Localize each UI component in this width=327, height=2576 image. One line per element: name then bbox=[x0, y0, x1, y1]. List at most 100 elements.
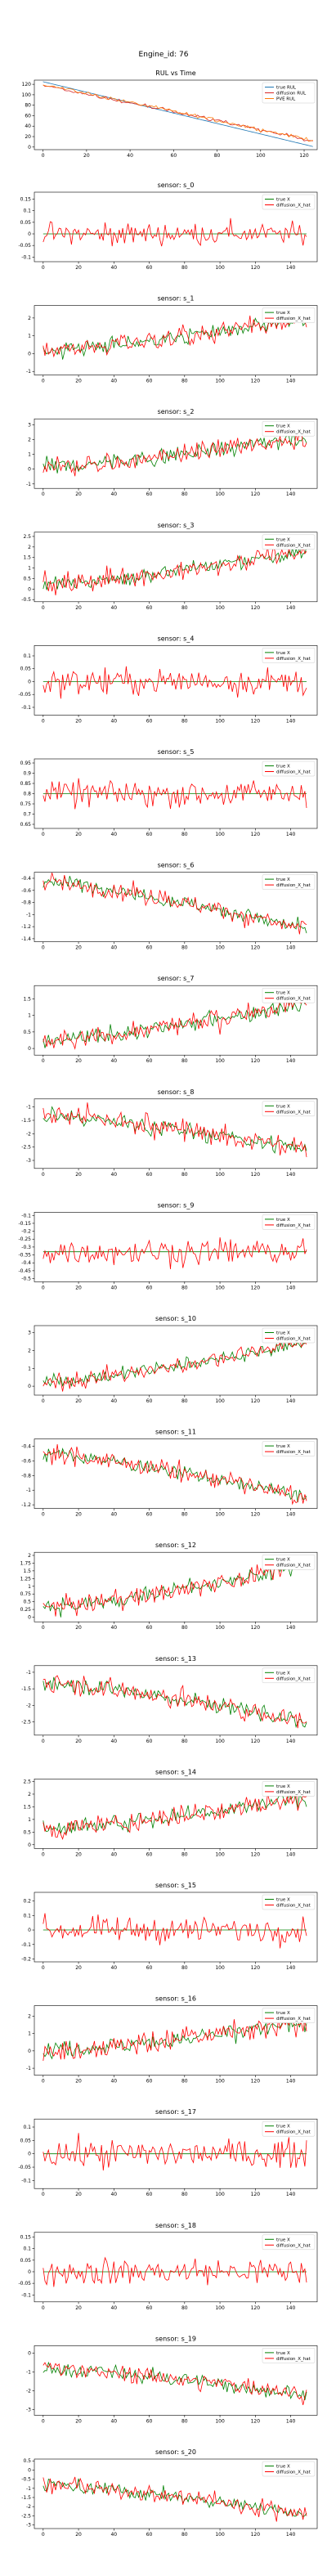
series-line-1 bbox=[43, 2476, 307, 2522]
x-tick-label: 140 bbox=[286, 1172, 296, 1178]
legend-label: true X bbox=[276, 198, 290, 203]
y-tick-label: 0.1 bbox=[23, 209, 31, 214]
y-tick-label: -1.5 bbox=[21, 1118, 31, 1124]
x-tick-label: 40 bbox=[127, 153, 133, 159]
y-tick-label: 0 bbox=[28, 2049, 31, 2054]
axes-frame bbox=[34, 2458, 318, 2529]
legend-label: diffusion_X_hat bbox=[276, 2357, 311, 2362]
subplot-8: sensor: s_7 0 20 40 60 80 100 120 140 0 0.5 1 1.5 tru… bbox=[23, 975, 318, 1064]
x-tick-label: 120 bbox=[251, 491, 261, 497]
x-tick-label: 140 bbox=[286, 265, 296, 271]
x-tick-label: 0 bbox=[42, 605, 45, 611]
legend-label: diffusion_X_hat bbox=[276, 543, 311, 548]
x-tick-label: 80 bbox=[181, 2192, 188, 2197]
x-tick-label: 0 bbox=[42, 1285, 45, 1290]
x-tick-label: 60 bbox=[146, 1512, 153, 1518]
series-line-1 bbox=[43, 873, 307, 935]
legend-label: diffusion_X_hat bbox=[276, 204, 311, 209]
y-tick-label: 2 bbox=[28, 2013, 31, 2019]
legend-box bbox=[262, 648, 316, 663]
subplot-18: sensor: s_17 0 20 40 60 80 100 120 140 -0.1 -0.05 0… bbox=[18, 2108, 318, 2197]
y-tick-label: 0 bbox=[28, 586, 31, 592]
x-tick-label: 140 bbox=[286, 1965, 296, 1971]
x-tick-label: 40 bbox=[110, 491, 117, 497]
subplot-15: sensor: s_14 0 20 40 60 80 100 120 140 0 0.5 1 1.5 2 2… bbox=[23, 1768, 318, 1857]
legend-label: true X bbox=[276, 2125, 290, 2129]
legend-label: true X bbox=[276, 2465, 290, 2470]
y-tick-label: 100 bbox=[22, 92, 32, 98]
subplot-title: sensor: s_11 bbox=[155, 1429, 196, 1436]
series-line-1 bbox=[43, 778, 307, 810]
y-tick-label: 0.05 bbox=[20, 666, 32, 672]
legend-box bbox=[262, 534, 316, 550]
legend-label: diffusion_X_hat bbox=[276, 770, 311, 775]
x-tick-label: 80 bbox=[181, 1851, 188, 1857]
y-tick-label: 2 bbox=[28, 1553, 31, 1559]
y-tick-label: -2.5 bbox=[21, 1720, 31, 1726]
x-tick-label: 40 bbox=[110, 1398, 117, 1404]
y-tick-label: 0.1 bbox=[23, 653, 31, 659]
x-tick-label: 140 bbox=[286, 1739, 296, 1744]
subplot-4: sensor: s_3 0 20 40 60 80 100 120 140 -0.5 0 0.5 1 1.… bbox=[21, 522, 318, 611]
axes-frame bbox=[34, 418, 318, 489]
x-tick-label: 80 bbox=[214, 153, 221, 159]
subplot-title: sensor: s_13 bbox=[155, 1655, 196, 1663]
subplot-title: sensor: s_19 bbox=[155, 2335, 196, 2342]
y-tick-label: -0.5 bbox=[21, 2477, 31, 2483]
legend-label: true X bbox=[276, 1331, 290, 1336]
legend-box bbox=[262, 194, 316, 210]
x-tick-label: 20 bbox=[75, 1965, 82, 1971]
x-tick-label: 140 bbox=[286, 605, 296, 611]
x-tick-label: 100 bbox=[215, 265, 225, 271]
x-tick-label: 20 bbox=[75, 379, 82, 384]
legend-label: true X bbox=[276, 651, 290, 656]
subplot-title: sensor: s_15 bbox=[155, 1882, 196, 1889]
y-tick-label: 0.2 bbox=[23, 1899, 31, 1905]
series-line-1 bbox=[43, 1675, 307, 1729]
x-tick-label: 100 bbox=[215, 1398, 225, 1404]
subplot-12: sensor: s_11 0 20 40 60 80 100 120 140 -1.2 -1 -0.8… bbox=[21, 1429, 318, 1518]
legend-label: PVE RUL bbox=[276, 97, 296, 102]
subplot-title: sensor: s_14 bbox=[155, 1768, 196, 1775]
subplot-6: sensor: s_5 0 20 40 60 80 100 120 140 0.65 0.7 0.75… bbox=[20, 748, 318, 837]
x-tick-label: 80 bbox=[181, 1625, 188, 1631]
x-tick-label: 140 bbox=[286, 1398, 296, 1404]
x-tick-label: 100 bbox=[215, 2192, 225, 2197]
x-tick-label: 100 bbox=[215, 718, 225, 724]
x-tick-label: 80 bbox=[181, 945, 188, 951]
y-tick-label: 1 bbox=[28, 2031, 31, 2037]
x-tick-label: 0 bbox=[42, 1058, 45, 1064]
legend-label: diffusion_X_hat bbox=[276, 657, 311, 662]
x-tick-label: 0 bbox=[42, 1512, 45, 1518]
x-tick-label: 40 bbox=[110, 832, 117, 837]
x-tick-label: 20 bbox=[75, 1058, 82, 1064]
y-tick-label: 60 bbox=[25, 113, 31, 119]
axes-frame bbox=[34, 532, 318, 603]
y-tick-label: -1.5 bbox=[21, 2495, 31, 2501]
x-tick-label: 0 bbox=[42, 2192, 45, 2197]
legend-box bbox=[262, 2008, 316, 2023]
subplot-19: sensor: s_18 0 20 40 60 80 100 120 140 -0.1 -0.05 0… bbox=[18, 2222, 318, 2311]
x-tick-label: 100 bbox=[215, 605, 225, 611]
x-tick-label: 40 bbox=[110, 265, 117, 271]
y-tick-label: 2 bbox=[28, 1792, 31, 1797]
x-tick-label: 140 bbox=[286, 2192, 296, 2197]
y-tick-label: -1 bbox=[26, 2370, 31, 2376]
x-tick-label: 80 bbox=[181, 2305, 188, 2311]
subplot-title: sensor: s_12 bbox=[155, 1542, 196, 1549]
y-tick-label: 0 bbox=[28, 1842, 31, 1848]
x-tick-label: 100 bbox=[215, 1172, 225, 1178]
axes-frame bbox=[34, 305, 318, 375]
x-tick-label: 0 bbox=[42, 265, 45, 271]
x-tick-label: 60 bbox=[146, 605, 153, 611]
x-tick-label: 20 bbox=[75, 265, 82, 271]
legend-label: diffusion_X_hat bbox=[276, 2017, 311, 2022]
series-line-1 bbox=[43, 1102, 307, 1157]
axes-frame bbox=[34, 191, 318, 263]
legend-label: diffusion_X_hat bbox=[276, 1564, 311, 1568]
y-tick-label: -3 bbox=[26, 2408, 31, 2413]
x-tick-label: 120 bbox=[251, 2418, 261, 2424]
y-tick-label: 0 bbox=[28, 2269, 31, 2275]
x-tick-label: 0 bbox=[42, 832, 45, 837]
x-tick-label: 20 bbox=[83, 153, 90, 159]
